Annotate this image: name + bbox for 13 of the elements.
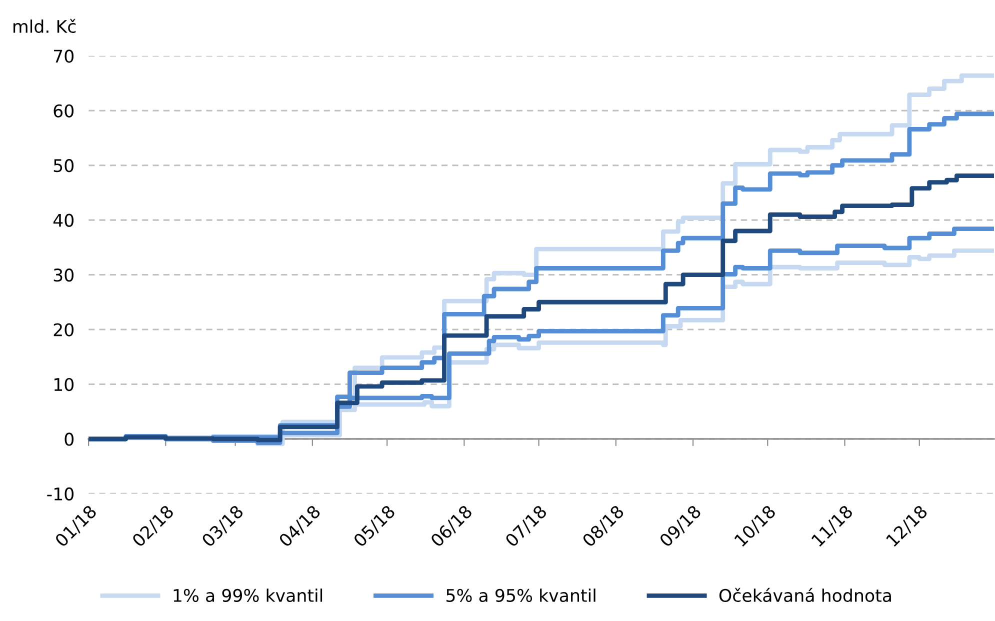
y-tick-label: 30 — [54, 268, 74, 282]
y-tick-label: 10 — [54, 378, 74, 392]
y-axis-title: mld. Kč — [14, 18, 76, 33]
y-tick-label: 0 — [64, 432, 74, 446]
y-tick-label: 70 — [54, 50, 74, 63]
legend-label: 5% a 95% kvantil — [446, 588, 596, 602]
legend-label: 1% a 99% kvantil — [174, 588, 322, 602]
y-tick-label: 60 — [54, 104, 74, 118]
y-tick-label: 50 — [54, 159, 74, 172]
legend-label: Očekávaná hodnota — [719, 588, 891, 602]
y-tick-label: 40 — [53, 214, 74, 227]
y-tick-label: 20 — [54, 323, 74, 336]
y-tick-label: -10 — [47, 487, 74, 501]
